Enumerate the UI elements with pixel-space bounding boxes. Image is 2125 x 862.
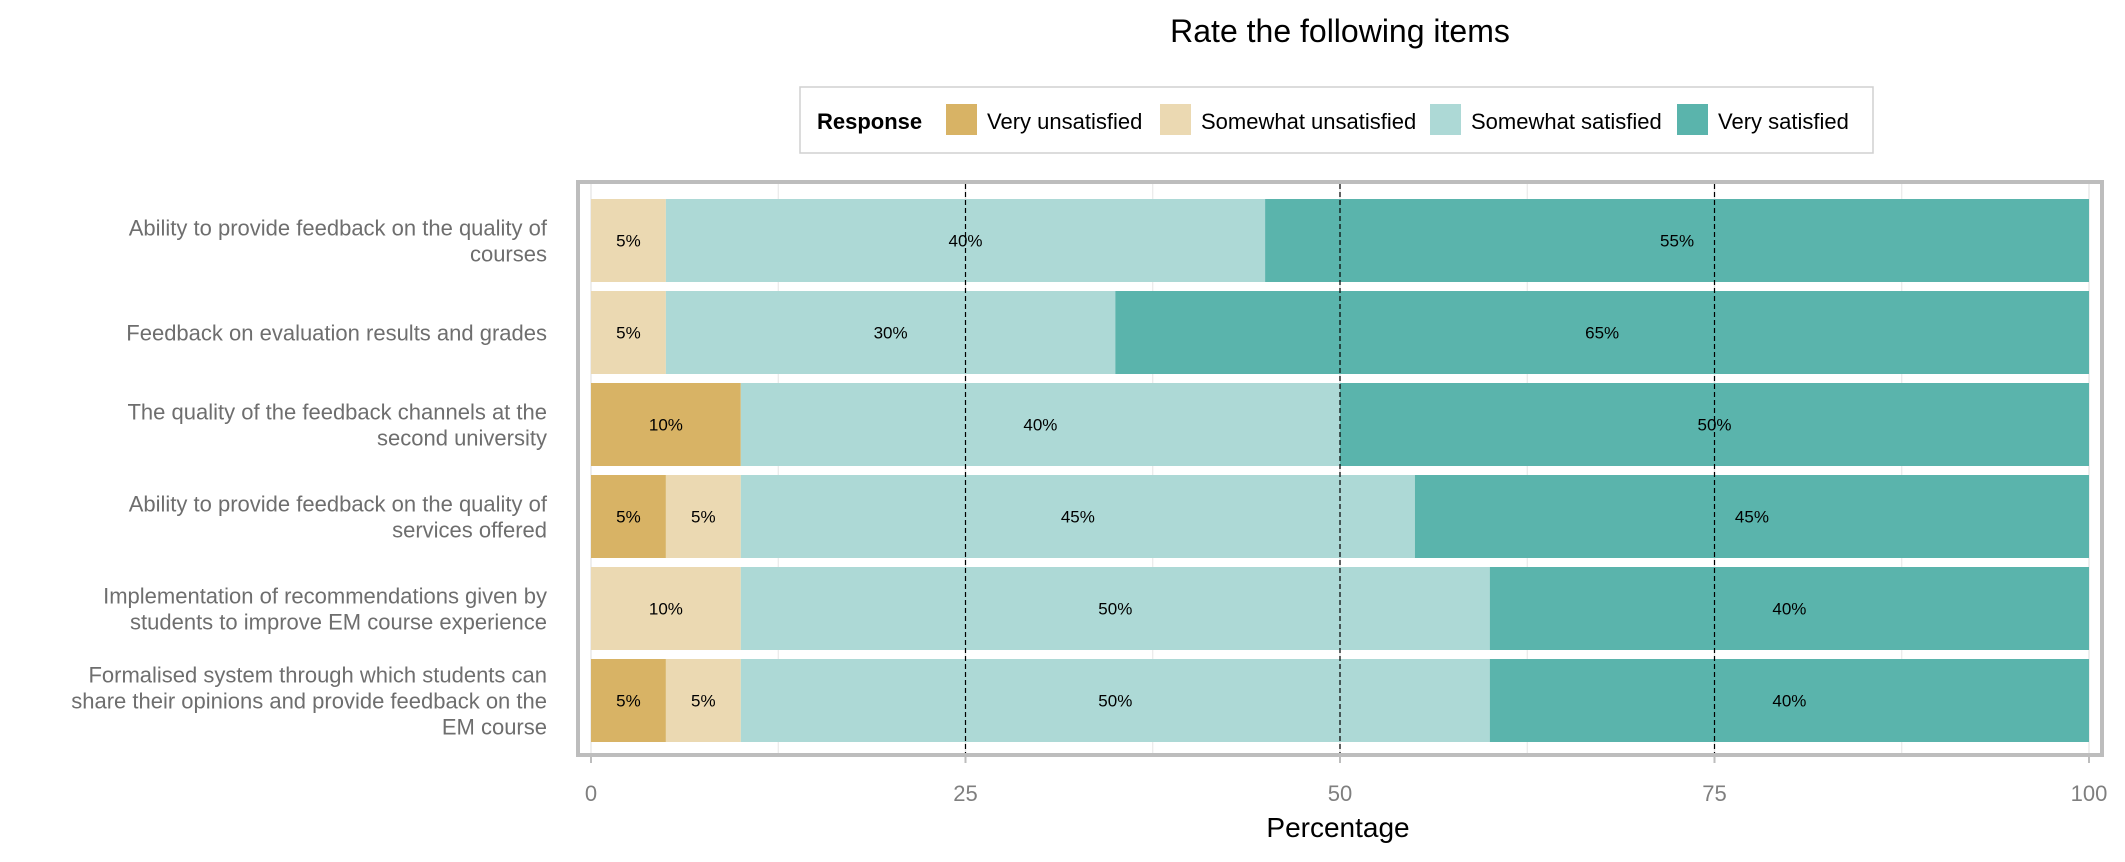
bar-segment [740,475,1415,558]
x-tick-label: 50 [1328,781,1352,806]
bar-segment [591,475,666,558]
reference-lines [964,184,1716,753]
category-label: Feedback on evaluation results and grade… [126,321,547,346]
category-label: Ability to provide feedback on the quali… [129,216,548,267]
legend-label: Somewhat satisfied [1471,109,1662,134]
bar-segment [1115,291,2089,374]
bar-segment [1489,659,2089,742]
data-label: 10% [649,600,683,619]
x-tick-label: 75 [1702,781,1726,806]
bar-segment [740,659,1490,742]
data-label: 5% [691,508,716,527]
legend-swatch [1430,104,1461,135]
legend-label: Very unsatisfied [987,109,1142,134]
category-label: The quality of the feedback channels at … [127,400,547,451]
x-tick-label: 25 [953,781,977,806]
chart-title: Rate the following items [1170,13,1510,49]
legend-swatch [1677,104,1708,135]
category-label: Formalised system through which students… [71,663,547,740]
legend: Response Very unsatisfied Somewhat unsati… [799,86,1874,154]
data-label: 45% [1061,508,1095,527]
legend-title: Response [817,109,922,134]
legend-label: Somewhat unsatisfied [1201,109,1416,134]
x-axis-ticks: 0 25 50 75 100 [585,755,2107,806]
bar-segment [591,199,666,282]
x-tick-label: 100 [2071,781,2108,806]
data-label: 10% [649,416,683,435]
category-label: Ability to provide feedback on the quali… [129,492,548,543]
data-label: 40% [1772,600,1806,619]
data-label: 40% [1772,692,1806,711]
data-label: 40% [1023,416,1057,435]
bar-segment [665,475,741,558]
data-label: 50% [1098,600,1132,619]
bar-segment [740,567,1490,650]
bar-segment [591,659,666,742]
x-tick-label: 0 [585,781,597,806]
legend-label: Very satisfied [1718,109,1849,134]
bar-segment [591,567,741,650]
bar-segment [591,383,741,466]
data-label: 5% [616,692,641,711]
bar-segment [665,659,741,742]
bar-segment [1265,199,2089,282]
data-label: 5% [616,508,641,527]
legend-swatch [1160,104,1191,135]
data-label: 5% [616,232,641,251]
category-labels: Ability to provide feedback on the quali… [71,216,548,740]
bar-segment [1489,567,2089,650]
bar-segment [665,291,1116,374]
data-label: 65% [1585,324,1619,343]
data-label: 5% [691,692,716,711]
bar-segment [591,291,666,374]
data-label: 50% [1098,692,1132,711]
data-label: 5% [616,324,641,343]
bar-segment [740,383,1340,466]
data-label: 45% [1735,508,1769,527]
category-label: Implementation of recommendations given … [103,584,547,635]
legend-swatch [946,104,977,135]
data-label: 30% [874,324,908,343]
bars: 5% 40% 55% 5% 30% 65% 10% 40% 50% 5% 5% 45% 45% 10% 50… [591,199,2089,742]
x-axis-title: Percentage [1266,812,1409,843]
bar-segment [1414,475,2089,558]
data-label: 55% [1660,232,1694,251]
